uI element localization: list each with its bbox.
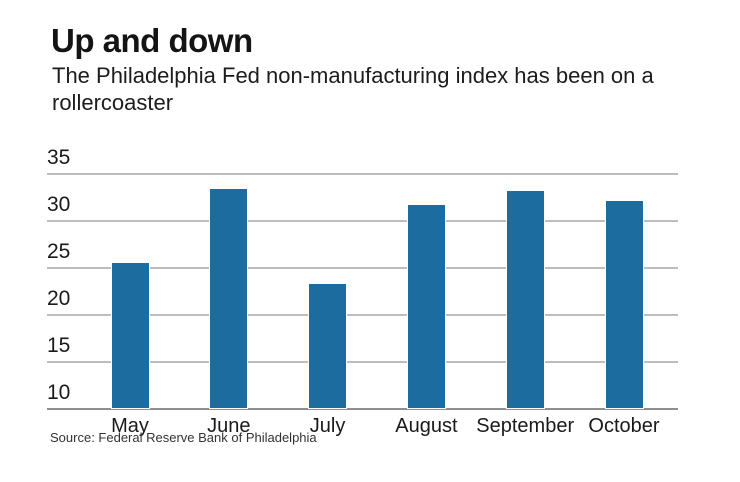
bar-august <box>406 203 446 410</box>
gridline-25 <box>47 266 678 269</box>
x-label-may: May <box>111 414 149 437</box>
bar-june <box>209 187 249 410</box>
x-label-june: June <box>207 414 251 437</box>
y-tick-label-25: 25 <box>47 239 71 263</box>
x-axis-baseline <box>47 407 678 410</box>
bar-september <box>505 190 545 410</box>
y-tick-label-30: 30 <box>47 192 71 216</box>
bar-may <box>110 261 150 410</box>
gridline-20 <box>47 313 678 316</box>
x-label-august: August <box>395 414 458 437</box>
gridline-35 <box>47 172 678 175</box>
x-label-september: September <box>476 414 575 437</box>
bar-july <box>308 283 348 410</box>
x-label-july: July <box>309 414 346 437</box>
gridline-30 <box>47 219 678 222</box>
source-note: Source: Federal Reserve Bank of Philadel… <box>50 430 317 445</box>
gridline-15 <box>47 360 678 363</box>
y-tick-label-20: 20 <box>47 286 71 310</box>
y-tick-label-35: 35 <box>47 145 71 169</box>
chart-subtitle: The Philadelphia Fed non-manufacturing i… <box>52 63 654 115</box>
y-tick-label-15: 15 <box>47 333 71 357</box>
chart-title: Up and down <box>51 22 253 59</box>
x-label-october: October <box>588 414 660 437</box>
y-tick-label-10: 10 <box>47 380 71 404</box>
bar-october <box>604 199 644 410</box>
